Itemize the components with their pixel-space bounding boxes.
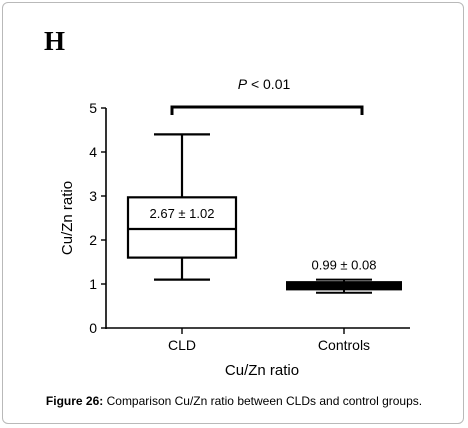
y-tick-label: 1 [89,276,97,292]
x-tick-label: CLD [168,337,196,353]
panel-letter: H [44,26,66,56]
plot-marks [126,105,402,294]
y-tick-label: 3 [89,188,97,204]
p-value: < 0.01 [247,76,290,92]
significance-label: P < 0.01 [238,76,291,92]
x-axis-title: Cu/Zn ratio [225,362,299,379]
x-tick-label: Controls [318,337,370,353]
chart-labels: 0 1 2 3 4 5 CLD Controls Cu/Zn ratio Cu/Zn ratio 2… [59,76,376,379]
y-tick-label: 0 [89,320,97,336]
box-iqr [126,196,238,259]
y-axis-title: Cu/Zn ratio [59,181,76,255]
y-tick-label: 4 [89,144,97,160]
significance-bracket [170,105,364,115]
p-symbol: P [238,76,248,92]
y-tick-label: 2 [89,232,97,248]
caption-label: Figure 26: [45,394,104,408]
caption-text: Comparison Cu/Zn ratio between CLDs and … [103,394,423,408]
box-value-label: 0.99 ± 0.08 [312,258,377,273]
y-tick-label: 5 [89,100,97,116]
box-value-label: 2.67 ± 1.02 [150,206,215,221]
axes [101,107,410,334]
figure-caption: Figure 26: Comparison Cu/Zn ratio betwee… [0,394,468,408]
